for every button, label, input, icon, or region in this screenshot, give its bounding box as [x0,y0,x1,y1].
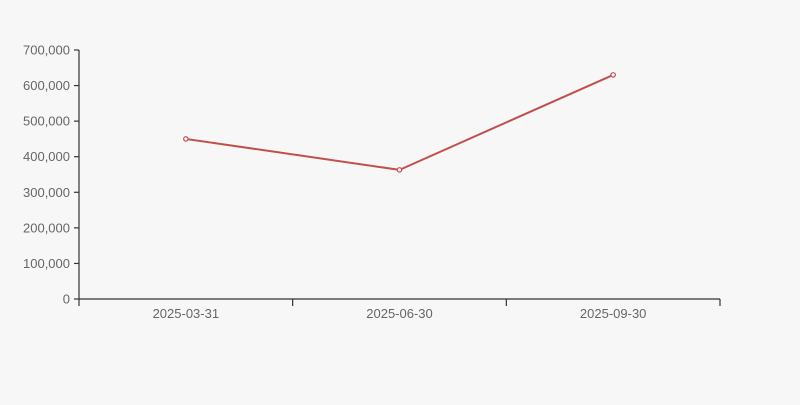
y-tick-label: 100,000 [23,256,70,271]
y-tick-label: 700,000 [23,43,70,58]
data-point-marker [610,72,616,78]
y-tick-label: 300,000 [23,185,70,200]
y-tick-label: 200,000 [23,220,70,235]
y-axis: 0 100,000 200,000 300,000 400,000 500,000 600,… [23,43,80,307]
y-tick-label: 500,000 [23,114,70,129]
x-tick-label: 2025-09-30 [580,306,647,321]
x-tick-label: 2025-03-31 [153,306,220,321]
y-tick-label: 400,000 [23,149,70,164]
x-tick-label: 2025-06-30 [366,306,433,321]
data-point-marker [183,136,189,142]
series [183,72,616,173]
y-tick-label: 600,000 [23,78,70,93]
x-axis: 2025-03-31 2025-06-30 2025-09-30 [78,298,721,321]
y-tick-label: 0 [63,292,70,307]
data-point-marker [396,167,403,173]
